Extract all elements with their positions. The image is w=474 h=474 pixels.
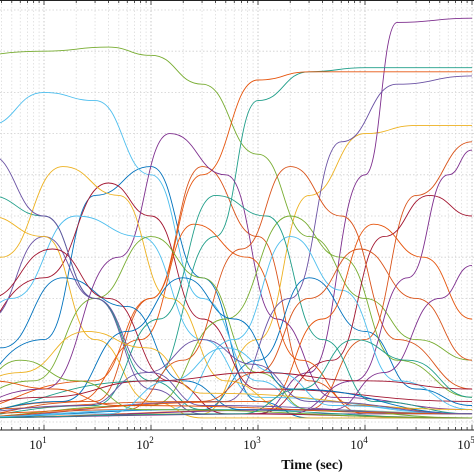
series-line [0, 236, 473, 418]
series-line [0, 330, 473, 411]
series-line [0, 339, 473, 415]
series-line [0, 359, 473, 419]
series-line [0, 248, 473, 410]
series-line [0, 277, 473, 418]
x-tick-label: 105 [457, 435, 474, 452]
series-line [0, 264, 473, 419]
series-line [0, 339, 473, 419]
series-line [0, 217, 472, 419]
plot-background [0, 0, 474, 430]
x-axis-label: Time (sec) [281, 458, 343, 473]
series-line [0, 158, 473, 415]
series-line [0, 166, 473, 417]
series-line [0, 196, 473, 419]
x-tick-label: 101 [29, 435, 47, 452]
x-tick-label: 102 [136, 435, 154, 452]
series-line [0, 133, 473, 411]
x-tick-labels: 101 102 103 104 105 [29, 435, 474, 452]
axes [0, 0, 474, 431]
series-line [0, 194, 473, 415]
series-line [0, 347, 473, 418]
series-line [0, 223, 473, 415]
series-line [0, 149, 473, 419]
series-line [0, 372, 473, 402]
series-lines [0, 17, 473, 419]
series-line [0, 380, 473, 415]
series-line [0, 141, 473, 418]
series-line [0, 248, 473, 419]
x-tick-label: 103 [243, 435, 261, 452]
series-line [0, 166, 472, 419]
x-tick-label: 104 [350, 435, 368, 452]
series-line [0, 67, 472, 410]
series-line [0, 277, 473, 415]
